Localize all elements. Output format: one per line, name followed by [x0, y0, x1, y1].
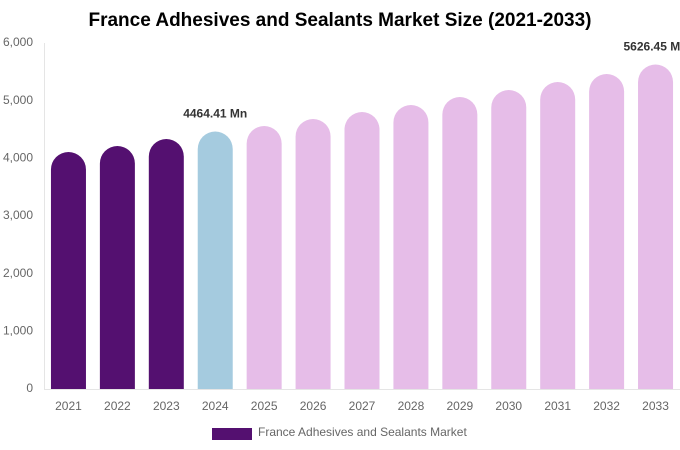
x-tick-label: 2032: [593, 399, 620, 413]
x-tick-label: 2025: [251, 399, 278, 413]
legend-label: France Adhesives and Sealants Market: [258, 425, 467, 439]
x-tick-label: 2028: [398, 399, 425, 413]
bar: [491, 89, 527, 389]
x-tick-label: 2027: [349, 399, 376, 413]
bar: [50, 151, 86, 389]
bar: [99, 145, 135, 389]
x-tick-label: 2023: [153, 399, 180, 413]
y-tick-label: 4,000: [3, 151, 33, 165]
y-tick-label: 3,000: [3, 208, 33, 222]
x-tick-label: 2033: [642, 399, 669, 413]
y-tick-label: 6,000: [3, 35, 33, 49]
chart-title: France Adhesives and Sealants Market Siz…: [88, 10, 591, 31]
bar: [638, 64, 674, 389]
bar: [148, 139, 184, 389]
x-tick-label: 2022: [104, 399, 131, 413]
y-tick-label: 5,000: [3, 93, 33, 107]
bar: [295, 119, 331, 389]
bar: [589, 74, 625, 390]
y-tick-label: 1,000: [3, 324, 33, 338]
bar: [197, 131, 233, 389]
y-tick-label: 0: [26, 381, 33, 395]
x-tick-label: 2030: [495, 399, 522, 413]
bar: [393, 104, 429, 389]
y-tick-label: 2,000: [3, 266, 33, 280]
legend-swatch: [212, 428, 252, 440]
bar: [540, 82, 576, 389]
x-tick-label: 2031: [544, 399, 571, 413]
bar: [442, 97, 478, 390]
bar: [344, 112, 380, 390]
data-label: 4464.41 Mn: [183, 107, 247, 121]
x-tick-label: 2024: [202, 399, 229, 413]
data-label: 5626.45 Mn: [624, 40, 680, 54]
bar: [246, 126, 282, 389]
x-tick-label: 2026: [300, 399, 327, 413]
x-tick-label: 2021: [55, 399, 82, 413]
x-tick-label: 2029: [446, 399, 473, 413]
